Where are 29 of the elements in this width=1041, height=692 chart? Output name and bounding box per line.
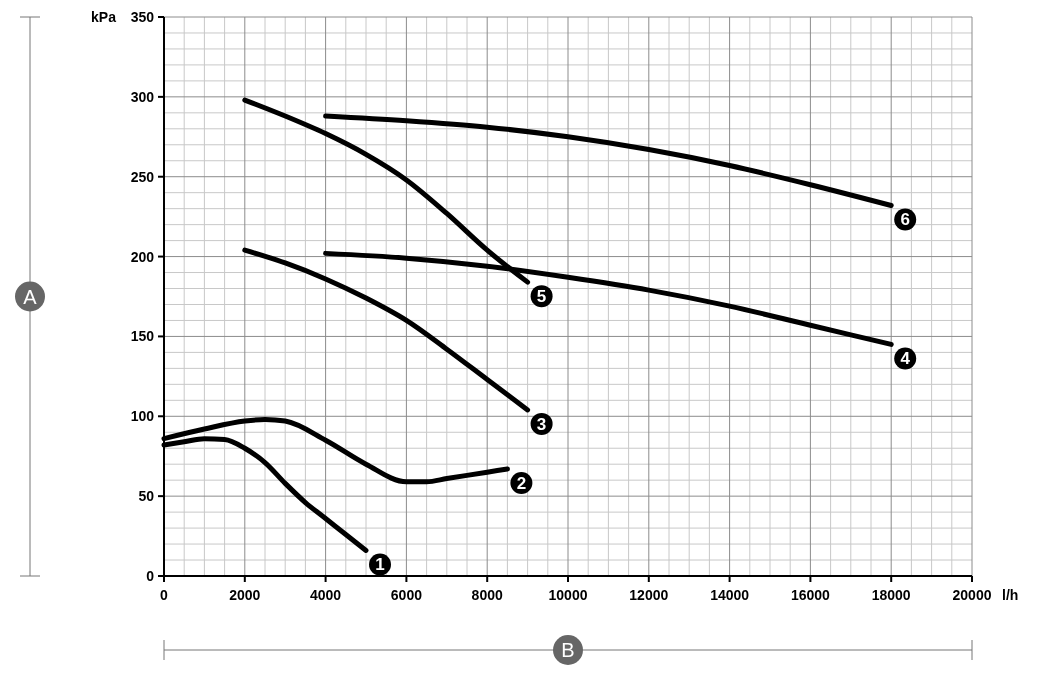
x-tick-label: 2000 [229, 587, 261, 603]
x-tick-label: 0 [160, 587, 169, 603]
y-tick-label: 300 [130, 88, 155, 105]
series-label: 6 [900, 210, 910, 230]
x-tick-label: 6000 [390, 587, 423, 603]
y-tick-label: 250 [130, 168, 155, 185]
series-label: 5 [536, 287, 547, 307]
series-label: 2 [516, 473, 527, 493]
x-tick-label: 8000 [471, 587, 503, 603]
y-tick-label: 200 [130, 248, 155, 265]
series-label: 4 [900, 349, 911, 369]
x-tick-label: 10000 [548, 587, 588, 603]
y-axis-title: kPa [91, 9, 117, 25]
x-tick-label: 16000 [790, 587, 831, 603]
text: B [561, 639, 575, 661]
x-tick-label: 14000 [710, 587, 750, 603]
y-tick-label: 50 [138, 488, 155, 505]
series-label: 3 [536, 414, 547, 434]
text: A [23, 285, 38, 308]
series-label: 1 [375, 555, 385, 575]
x-axis-title: l/h [1002, 587, 1019, 603]
y-tick-label: 350 [130, 9, 155, 25]
y-tick-label: 150 [130, 328, 155, 345]
x-tick-label: 18000 [871, 587, 911, 603]
y-tick-label: 100 [130, 408, 155, 425]
x-tick-label: 20000 [952, 587, 992, 603]
x-tick-label: 4000 [310, 587, 342, 603]
y-tick-label: 0 [146, 568, 155, 584]
x-tick-label: 12000 [629, 587, 669, 603]
